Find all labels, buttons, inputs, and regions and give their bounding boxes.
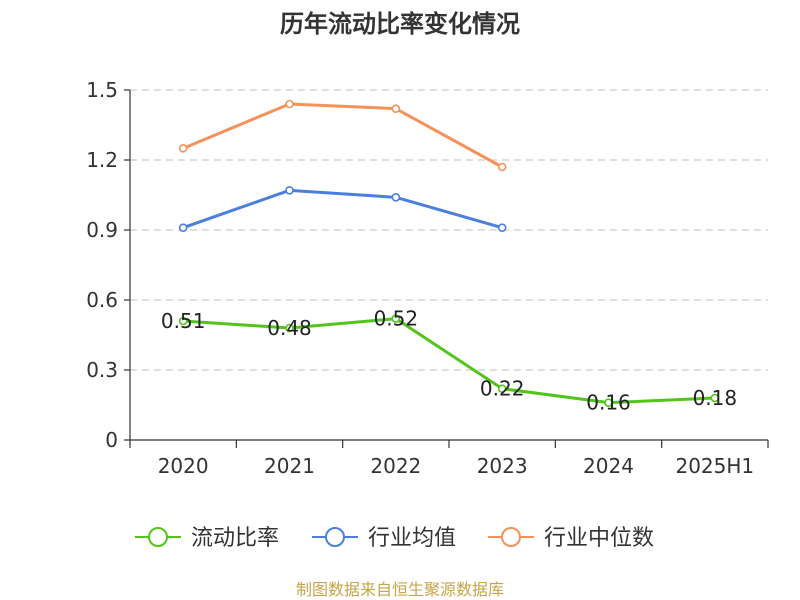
y-tick-label: 0.3 — [86, 358, 118, 382]
series-group — [178, 99, 720, 407]
y-tick-label: 0.9 — [86, 218, 118, 242]
data-point — [285, 99, 294, 109]
grid — [130, 89, 768, 371]
x-tick-label: 2024 — [583, 454, 634, 478]
legend-label: 行业均值 — [368, 526, 456, 551]
axes: 0 0.3 0.6 0.9 1.2 1.5 2020 2021 2022 2023 2024 2025… — [86, 78, 769, 478]
y-tick-label: 0.6 — [86, 288, 118, 312]
source-note: 制图数据来自恒生聚源数据库 — [296, 580, 504, 599]
data-point — [497, 223, 507, 232]
data-label: 0.51 — [161, 309, 206, 333]
data-label: 0.16 — [586, 391, 631, 415]
chart-title: 历年流动比率变化情况 — [280, 10, 520, 38]
data-point — [285, 186, 294, 195]
data-label: 0.22 — [480, 377, 525, 401]
data-point — [497, 384, 507, 393]
y-tick-label: 0 — [105, 428, 118, 452]
legend-marker — [501, 527, 521, 547]
series-line — [183, 317, 715, 405]
data-point — [178, 223, 188, 232]
data-label: 0.48 — [267, 316, 312, 340]
y-tick-label: 1.2 — [86, 148, 118, 172]
legend-label: 流动比率 — [191, 526, 279, 551]
data-labels: 0.51 0.48 0.52 0.22 0.16 0.18 — [161, 307, 737, 415]
legend-marker — [325, 527, 345, 547]
data-point — [178, 316, 188, 326]
series-line — [182, 102, 503, 169]
legend: 流动比率 行业均值 行业中位数 — [135, 526, 654, 551]
series-line — [182, 188, 503, 230]
data-point — [178, 144, 188, 153]
x-tick-label: 2022 — [370, 454, 421, 478]
data-point — [497, 162, 507, 172]
y-tick-label: 1.5 — [86, 78, 118, 102]
data-point — [285, 323, 294, 333]
data-point — [391, 104, 401, 113]
data-point — [391, 314, 401, 323]
legend-marker — [148, 527, 168, 547]
x-tick-label: 2023 — [477, 454, 528, 478]
data-point — [391, 193, 401, 202]
data-point — [710, 393, 720, 403]
x-tick-label: 2025H1 — [675, 454, 754, 478]
data-label: 0.52 — [374, 307, 419, 331]
x-tick-label: 2021 — [264, 454, 315, 478]
x-tick-label: 2020 — [158, 454, 209, 478]
legend-label: 行业中位数 — [544, 526, 654, 551]
data-point — [604, 398, 613, 407]
data-label: 0.18 — [693, 386, 738, 410]
